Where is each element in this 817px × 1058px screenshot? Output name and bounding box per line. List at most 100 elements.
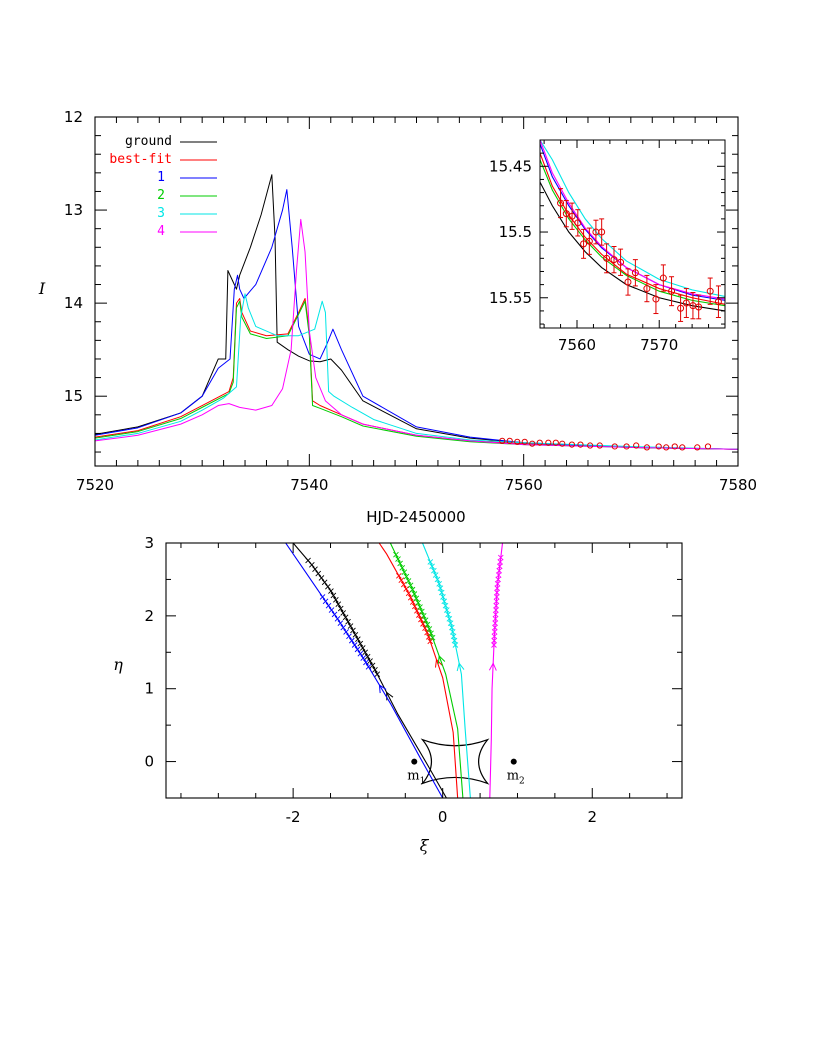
trajectory-mark: [346, 633, 352, 640]
trajectory-mark: [334, 615, 341, 622]
lightcurve-data-point: [577, 441, 584, 448]
lightcurve-data-points: [499, 437, 712, 451]
trajectory-mark: [409, 586, 416, 593]
lightcurve-data-point: [545, 439, 552, 446]
y-tick-label: 3: [144, 534, 154, 552]
trajectory-mark: [399, 564, 406, 571]
inset-panel: 7560 7570 15.45 15.5 15.55: [489, 139, 726, 354]
trajectory-mark: [325, 602, 332, 609]
trajectory-best-fit: [378, 543, 459, 798]
x-tick-label: 0: [438, 808, 448, 826]
inset-frame: [539, 139, 726, 329]
inset-data-point: [585, 237, 593, 245]
trajectory-mark: [396, 572, 402, 579]
trajectory-mark: [405, 578, 412, 584]
trajectory-mark: [350, 627, 356, 634]
trajectory-mark: [492, 611, 499, 618]
trajectory-mark: [443, 607, 450, 613]
trajectory-mark: [493, 598, 500, 605]
trajectory-mark: [328, 607, 335, 613]
inset-data-point: [603, 254, 611, 262]
y-tick-label: 15.5: [499, 223, 532, 241]
lightcurve-line-ground: [94, 174, 739, 450]
legend-label-best-fit: best-fit: [109, 152, 172, 167]
y-tick-label: 2: [144, 607, 154, 625]
lightcurve-line-3: [94, 293, 739, 450]
trajectory-mark: [492, 624, 498, 631]
trajectory-mark: [357, 640, 364, 647]
trajectory-mark: [322, 598, 329, 605]
trajectory-mark: [374, 671, 381, 677]
trajectory-mark: [418, 616, 424, 623]
trajectory-mark: [440, 594, 446, 600]
legend-label-1: 1: [157, 170, 165, 185]
legend-label-4: 4: [157, 224, 165, 239]
geometry-ticks: -2 0 2 0 1 2 3: [144, 534, 682, 826]
trajectory-mark: [342, 614, 349, 621]
y-tick-label: 14: [64, 294, 83, 312]
trajectory-mark: [318, 575, 325, 581]
trajectory-mark: [436, 580, 442, 587]
lightcurve-data-point: [643, 444, 651, 451]
trajectory-mark: [452, 642, 459, 648]
trajectory-mark: [403, 586, 410, 592]
legend: ground best-fit 1 2 3 4: [109, 134, 217, 239]
trajectory-mark: [492, 615, 499, 622]
trajectory-mark: [429, 634, 436, 641]
trajectory-mark: [333, 597, 339, 603]
trajectory-mark: [422, 617, 429, 624]
trajectory-arrow: [435, 658, 443, 668]
lens-mass-1: [411, 758, 418, 765]
trajectory-mark: [492, 620, 498, 626]
trajectory-mark: [445, 611, 451, 618]
lightcurve-xlabel: HJD-2450000: [366, 508, 465, 526]
y-tick-label: 13: [64, 201, 83, 219]
lightcurve-data-point: [679, 444, 686, 451]
inset-data-point: [714, 298, 722, 306]
trajectory-mark: [393, 551, 399, 558]
trajectory-mark: [335, 601, 342, 608]
trajectory-mark: [449, 624, 455, 631]
inset-line-2: [540, 159, 725, 307]
inset-data-point: [643, 285, 651, 293]
lightcurve-line-1: [94, 189, 739, 450]
trajectory-mark: [365, 664, 372, 670]
trajectory-mark: [424, 621, 431, 628]
inset-data-point: [695, 303, 703, 311]
trajectory-mark: [449, 629, 456, 635]
lightcurve-data-point: [633, 442, 640, 449]
y-tick-label: 12: [64, 108, 83, 126]
x-tick-label: 7580: [719, 476, 757, 494]
legend-label-ground: ground: [125, 134, 172, 149]
trajectory-mark: [447, 620, 454, 626]
trajectory-mark: [431, 567, 437, 574]
x-tick-label: 2: [587, 808, 597, 826]
trajectory-mark: [362, 649, 369, 656]
trajectory-mark: [446, 615, 453, 622]
trajectory-mark: [427, 559, 434, 565]
trajectory-mark: [337, 620, 344, 626]
lightcurve-data-point: [521, 438, 528, 445]
trajectory-arrow: [437, 654, 446, 664]
trajectory-mark: [340, 610, 346, 616]
lightcurve-data-point: [704, 443, 712, 450]
lightcurve-data-point: [587, 442, 594, 449]
trajectory-mark: [419, 608, 425, 615]
geometry-frame: [165, 542, 683, 799]
trajectory-mark: [413, 595, 420, 602]
x-tick-label: 7540: [290, 476, 328, 494]
trajectory-mark: [347, 623, 354, 629]
trajectory-mark: [493, 607, 499, 613]
trajectory-mark: [343, 629, 349, 635]
trajectory-mark: [422, 625, 428, 632]
x-tick-label: 7570: [640, 336, 678, 354]
inset-data-point: [574, 219, 582, 227]
trajectory-mark: [348, 637, 355, 644]
trajectory-2: [389, 543, 464, 798]
trajectory-mark: [417, 604, 423, 610]
inset-data-point: [568, 212, 576, 220]
trajectory-mark: [340, 624, 347, 631]
inset-data-point: [668, 287, 676, 295]
trajectory-mark: [355, 636, 361, 642]
